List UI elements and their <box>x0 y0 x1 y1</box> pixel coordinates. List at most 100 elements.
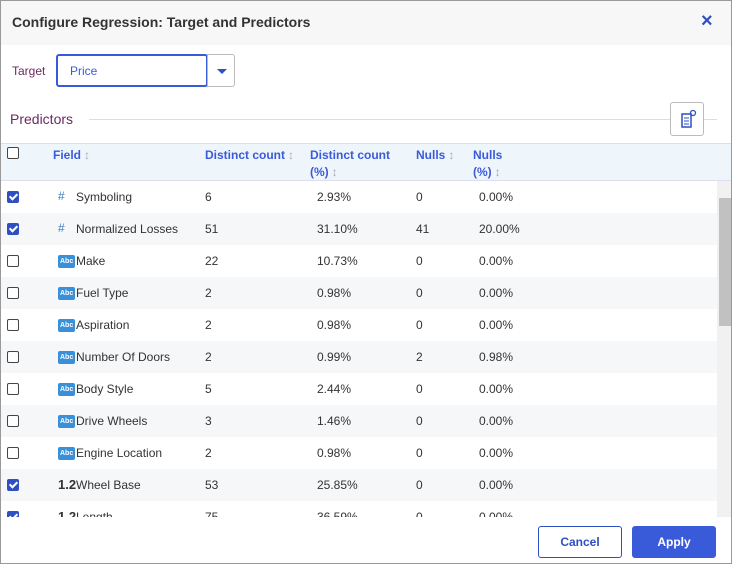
nulls-pct: 0.00% <box>479 190 514 204</box>
row-checkbox[interactable] <box>7 415 19 427</box>
table-row: # Normalized Losses 51 31.10% 41 20.00% <box>1 213 717 245</box>
nulls: 0 <box>416 190 423 204</box>
row-checkbox[interactable] <box>7 511 19 517</box>
column-header[interactable]: Field ↕ <box>53 148 91 162</box>
distinct: 22 <box>205 254 219 268</box>
distinct-pct: 1.46% <box>317 414 352 428</box>
field-name: Drive Wheels <box>76 414 148 428</box>
table-row: 1.2 Wheel Base 53 25.85% 0 0.00% <box>1 469 717 501</box>
nulls: 0 <box>416 414 423 428</box>
target-label: Target <box>12 64 46 78</box>
sort-icon[interactable]: ↕ <box>494 165 501 179</box>
apply-button[interactable]: Apply <box>632 526 716 558</box>
type-icon: Abc <box>58 415 76 428</box>
sort-icon[interactable]: ↕ <box>288 148 294 162</box>
sort-icon[interactable]: ↕ <box>331 165 338 179</box>
field-name: Normalized Losses <box>76 222 179 236</box>
predictors-label: Predictors <box>10 111 74 127</box>
row-checkbox[interactable] <box>7 191 19 203</box>
table-row: # Symboling 6 2.93% 0 0.00% <box>1 181 717 213</box>
nulls: 0 <box>416 382 423 396</box>
distinct-pct: 0.99% <box>317 350 352 364</box>
table-row: Abc Drive Wheels 3 1.46% 0 0.00% <box>1 405 717 437</box>
nulls-pct: 0.00% <box>479 254 514 268</box>
distinct: 75 <box>205 510 219 517</box>
dialog-title: Configure Regression: Target and Predict… <box>12 14 311 30</box>
distinct: 53 <box>205 478 219 492</box>
row-checkbox[interactable] <box>7 255 19 267</box>
column-header[interactable]: Distinct count (%) ↕ <box>310 148 390 179</box>
nulls-pct: 0.98% <box>479 350 514 364</box>
nulls: 2 <box>416 350 423 364</box>
settings-icon <box>681 109 697 128</box>
distinct-pct: 2.44% <box>317 382 352 396</box>
nulls-pct: 0.00% <box>479 446 514 460</box>
row-checkbox[interactable] <box>7 351 19 363</box>
table-row: Abc Number Of Doors 2 0.99% 2 0.98% <box>1 341 717 373</box>
distinct-pct: 0.98% <box>317 286 352 300</box>
nulls-pct: 0.00% <box>479 478 514 492</box>
type-icon: Abc <box>58 351 76 364</box>
type-icon: Abc <box>58 383 76 396</box>
field-name: Number Of Doors <box>76 350 171 364</box>
nulls-pct: 20.00% <box>479 222 520 236</box>
distinct: 2 <box>205 446 212 460</box>
table-row: Abc Fuel Type 2 0.98% 0 0.00% <box>1 277 717 309</box>
nulls: 0 <box>416 318 423 332</box>
field-name: Wheel Base <box>76 478 141 492</box>
nulls: 0 <box>416 254 423 268</box>
field-name: Length <box>76 510 113 517</box>
type-icon: # <box>58 221 65 235</box>
row-checkbox[interactable] <box>7 383 19 395</box>
title-bar <box>1 1 731 45</box>
row-checkbox[interactable] <box>7 479 19 491</box>
field-name: Body Style <box>76 382 134 396</box>
sort-icon[interactable]: ↕ <box>84 148 91 162</box>
nulls: 0 <box>416 446 423 460</box>
row-checkbox[interactable] <box>7 223 19 235</box>
nulls: 0 <box>416 478 423 492</box>
close-button[interactable]: × <box>701 10 713 32</box>
nulls-pct: 0.00% <box>479 510 514 517</box>
column-settings-button[interactable] <box>670 102 704 136</box>
row-checkbox[interactable] <box>7 319 19 331</box>
column-header[interactable]: Nulls ↕ <box>416 148 455 162</box>
row-checkbox[interactable] <box>7 287 19 299</box>
target-select[interactable]: Price <box>56 54 208 87</box>
type-icon: Abc <box>58 447 76 460</box>
distinct-pct: 2.93% <box>317 190 352 204</box>
distinct-pct: 25.85% <box>317 478 358 492</box>
distinct: 2 <box>205 286 212 300</box>
column-header[interactable]: Nulls (%) ↕ <box>473 148 503 179</box>
distinct-pct: 36.59% <box>317 510 358 517</box>
nulls: 41 <box>416 222 430 236</box>
distinct-pct: 10.73% <box>317 254 358 268</box>
type-icon: Abc <box>58 255 76 268</box>
nulls-pct: 0.00% <box>479 414 514 428</box>
table-row: Abc Engine Location 2 0.98% 0 0.00% <box>1 437 717 469</box>
distinct: 3 <box>205 414 212 428</box>
distinct: 5 <box>205 382 212 396</box>
type-icon: # <box>58 189 65 203</box>
distinct: 6 <box>205 190 212 204</box>
nulls-pct: 0.00% <box>479 318 514 332</box>
scrollbar-thumb[interactable] <box>719 198 731 326</box>
type-icon: 1.2 <box>58 477 77 492</box>
table-row: 1.2 Length 75 36.59% 0 0.00% <box>1 501 717 517</box>
table-row: Abc Make 22 10.73% 0 0.00% <box>1 245 717 277</box>
distinct: 51 <box>205 222 219 236</box>
cancel-button[interactable]: Cancel <box>538 526 622 558</box>
field-name: Symboling <box>76 190 133 204</box>
select-all-checkbox[interactable] <box>7 147 19 159</box>
table-row: Abc Body Style 5 2.44% 0 0.00% <box>1 373 717 405</box>
divider <box>89 119 717 120</box>
row-checkbox[interactable] <box>7 447 19 459</box>
distinct: 2 <box>205 318 212 332</box>
dropdown-button[interactable] <box>207 54 235 87</box>
distinct-pct: 0.98% <box>317 318 352 332</box>
sort-icon[interactable]: ↕ <box>448 148 455 162</box>
table-body: # Symboling 6 2.93% 0 0.00% # Normalized Losses… <box>1 181 717 517</box>
column-header[interactable]: Distinct count ↕ <box>205 148 294 162</box>
nulls-pct: 0.00% <box>479 286 514 300</box>
